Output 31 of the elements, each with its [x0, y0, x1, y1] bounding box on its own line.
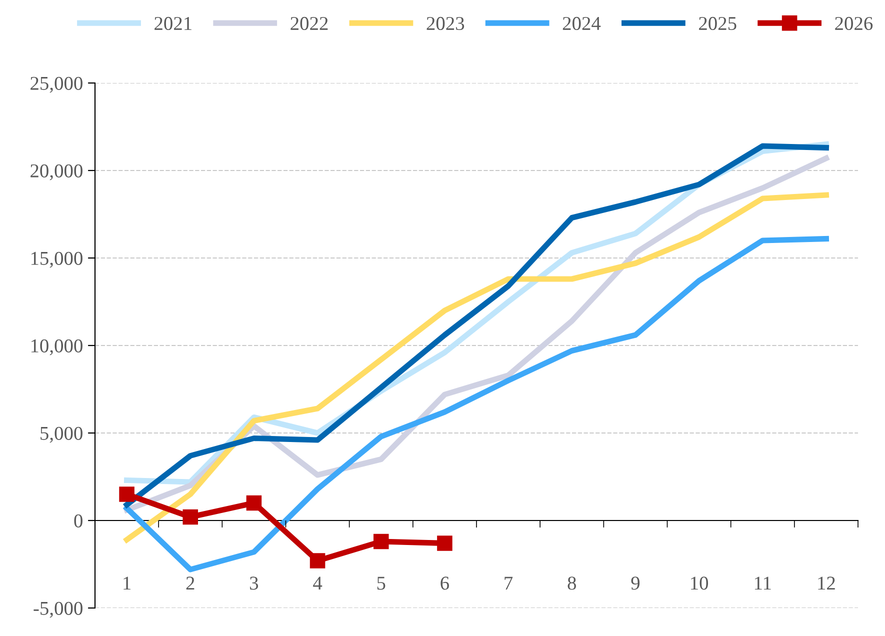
x-tick-label: 6	[440, 576, 449, 590]
legend-label: 2023	[426, 16, 464, 30]
x-tick-label: 2	[186, 576, 194, 590]
point	[437, 536, 452, 551]
x-tick-label: 1	[124, 576, 130, 590]
x-tick-label: 12	[818, 576, 835, 590]
y-tick-label: -5,000	[34, 602, 82, 618]
legend-label: 2022	[290, 16, 328, 30]
y-tick-label: 20,000	[30, 164, 82, 180]
point	[310, 553, 326, 568]
legend-label: 2024	[562, 16, 601, 30]
x-tick-label: 10	[691, 576, 708, 590]
y-tick-label: 15,000	[31, 252, 82, 268]
x-tick-label: 7	[504, 576, 513, 590]
legend-label: 2021	[154, 16, 192, 30]
y-tick-label: 10,000	[31, 339, 82, 356]
point	[182, 509, 198, 525]
x-tick-label: 5	[377, 576, 386, 590]
x-tick-label: 9	[631, 576, 640, 590]
y-tick-label: 25,000	[30, 76, 82, 93]
x-tick-label: 8	[568, 576, 576, 590]
x-tick-label: 3	[250, 576, 258, 590]
y-tick-label: 0	[74, 514, 82, 528]
legend-label: 2026	[835, 16, 873, 30]
legend-label: 2025	[699, 16, 736, 30]
point	[373, 534, 389, 550]
x-tick-label: 4	[313, 576, 322, 590]
point	[119, 486, 134, 502]
point	[246, 495, 262, 511]
y-tick-label: 5,000	[40, 426, 82, 443]
x-tick-label: 11	[754, 576, 771, 590]
